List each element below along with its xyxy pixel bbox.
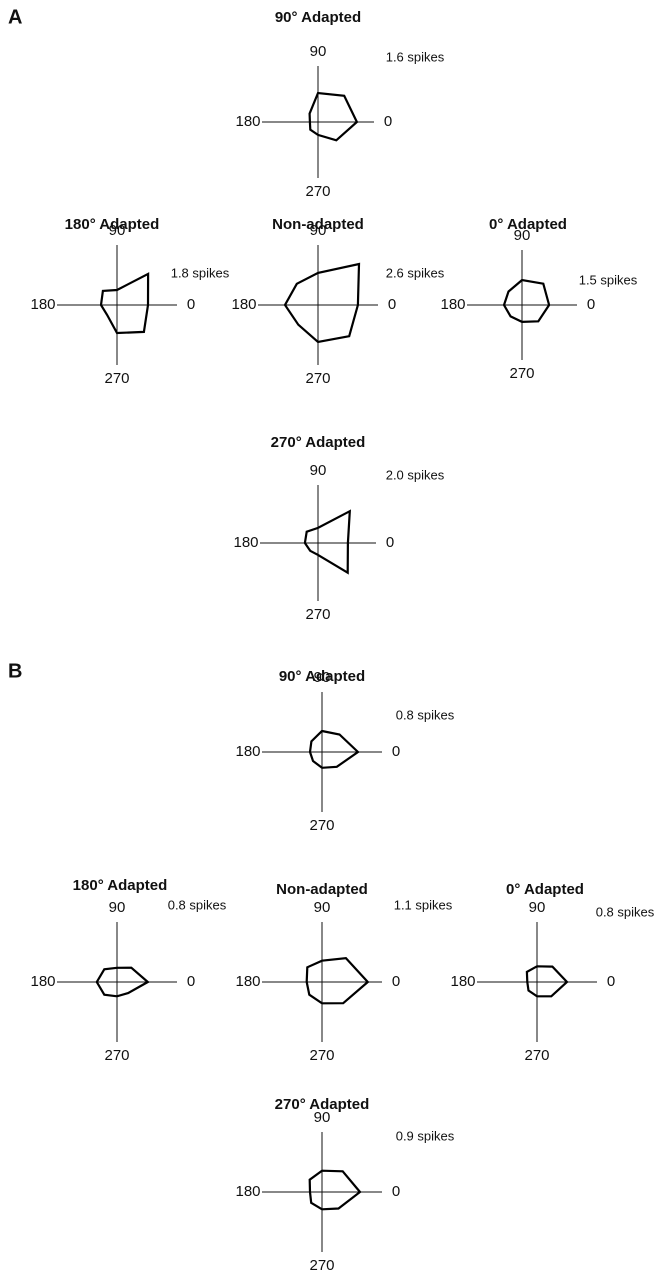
- angle-label: 0: [607, 973, 615, 990]
- angle-label: 0: [392, 743, 400, 760]
- angle-label: 180: [235, 113, 260, 130]
- angle-label: 180: [440, 296, 465, 313]
- panel-label: B: [8, 660, 22, 682]
- chart-title: 90° Adapted: [275, 9, 361, 26]
- angle-label: 90: [109, 899, 126, 916]
- angle-label: 90: [314, 1109, 331, 1126]
- angle-label: 270: [309, 1257, 334, 1274]
- angle-label: 180: [235, 973, 260, 990]
- tuning-polygon: [308, 1169, 362, 1211]
- chart-title: 90° Adapted: [279, 668, 365, 685]
- angle-label: 270: [305, 370, 330, 387]
- chart-title: 270° Adapted: [271, 434, 366, 451]
- angle-label: 90: [109, 222, 126, 239]
- tuning-polygon: [283, 262, 361, 344]
- angle-label: 180: [450, 973, 475, 990]
- angle-label: 270: [305, 183, 330, 200]
- tuning-polygon: [305, 956, 370, 1005]
- angle-label: 270: [509, 365, 534, 382]
- tuning-polygon: [525, 965, 569, 998]
- angle-label: 270: [104, 1047, 129, 1064]
- angle-label: 180: [235, 743, 260, 760]
- angle-label: 0: [187, 973, 195, 990]
- angle-label: 270: [309, 817, 334, 834]
- scale-label: 0.8 spikes: [396, 707, 455, 722]
- chart-title: Non-adapted: [272, 216, 364, 233]
- tuning-polygon: [308, 91, 359, 142]
- scale-label: 0.8 spikes: [596, 904, 655, 919]
- angle-label: 0: [587, 296, 595, 313]
- angle-label: 90: [514, 227, 531, 244]
- angle-label: 90: [310, 222, 327, 239]
- angle-label: 0: [384, 113, 392, 130]
- angle-label: 90: [314, 669, 331, 686]
- angle-label: 0: [386, 534, 394, 551]
- chart-title: 180° Adapted: [65, 216, 160, 233]
- angle-label: 0: [392, 1183, 400, 1200]
- tuning-polygon: [502, 278, 551, 324]
- angle-label: 270: [524, 1047, 549, 1064]
- angle-label: 0: [187, 296, 195, 313]
- tuning-polygon: [99, 272, 150, 335]
- angle-label: 270: [309, 1047, 334, 1064]
- scale-label: 2.0 spikes: [386, 467, 445, 482]
- scale-label: 1.1 spikes: [394, 897, 453, 912]
- panel-label: A: [8, 6, 22, 28]
- scale-label: 0.9 spikes: [396, 1128, 455, 1143]
- chart-title: Non-adapted: [276, 881, 368, 898]
- angle-label: 180: [30, 296, 55, 313]
- angle-label: 270: [104, 370, 129, 387]
- tuning-polygon: [95, 966, 150, 998]
- angle-label: 180: [235, 1183, 260, 1200]
- angle-label: 90: [310, 462, 327, 479]
- angle-label: 90: [310, 43, 327, 60]
- angle-label: 90: [529, 899, 546, 916]
- tuning-polygon: [303, 509, 352, 575]
- scale-label: 1.5 spikes: [579, 272, 638, 287]
- angle-label: 180: [30, 973, 55, 990]
- angle-label: 180: [233, 534, 258, 551]
- chart-title: 0° Adapted: [489, 216, 567, 233]
- angle-label: 0: [388, 296, 396, 313]
- angle-label: 180: [231, 296, 256, 313]
- angle-label: 90: [314, 899, 331, 916]
- scale-label: 1.6 spikes: [386, 49, 445, 64]
- tuning-polygon: [308, 729, 360, 769]
- scale-label: 0.8 spikes: [168, 897, 227, 912]
- chart-title: 270° Adapted: [275, 1096, 370, 1113]
- angle-label: 0: [392, 973, 400, 990]
- chart-title: 0° Adapted: [506, 881, 584, 898]
- chart-title: 180° Adapted: [73, 877, 168, 894]
- scale-label: 1.8 spikes: [171, 265, 230, 280]
- scale-label: 2.6 spikes: [386, 265, 445, 280]
- angle-label: 270: [305, 606, 330, 623]
